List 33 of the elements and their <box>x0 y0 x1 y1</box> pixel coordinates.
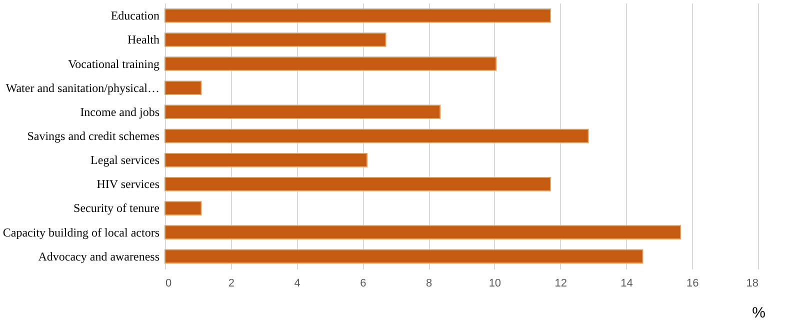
x-tick-label: 6 <box>360 278 366 290</box>
bar <box>164 177 551 192</box>
bar <box>164 225 682 240</box>
y-tick-label: Health <box>128 32 160 47</box>
x-tick-label: 0 <box>166 278 172 290</box>
bar <box>164 104 441 120</box>
y-tick-label: Legal services <box>90 153 160 168</box>
y-tick-label: Water and sanitation/physical… <box>6 80 160 95</box>
x-axis-title: % <box>752 304 766 321</box>
x-tick-label: 12 <box>554 278 567 290</box>
bar <box>164 32 386 47</box>
x-tick-label: 14 <box>620 278 633 290</box>
x-tick-label: 8 <box>426 278 432 290</box>
bar <box>164 8 551 23</box>
y-tick-label: Capacity building of local actors <box>2 225 160 240</box>
y-tick-label: Savings and credit schemes <box>27 129 160 143</box>
y-tick-label: Security of tenure <box>74 201 160 216</box>
bar <box>164 128 589 144</box>
y-tick-label: Income and jobs <box>80 104 160 119</box>
bar <box>164 201 202 216</box>
x-tick-label: 16 <box>686 278 699 290</box>
y-tick-label: Advocacy and awareness <box>38 249 160 264</box>
bar <box>164 80 202 95</box>
bar <box>164 56 497 71</box>
y-tick-label: Education <box>110 8 160 23</box>
bar <box>164 152 368 168</box>
y-tick-label: Vocational training <box>68 56 160 71</box>
bar <box>164 249 644 264</box>
y-tick-label: HIV services <box>96 177 160 192</box>
x-tick-label: 2 <box>228 278 234 290</box>
x-tick-label: 4 <box>294 278 300 290</box>
x-tick-label: 10 <box>488 278 502 290</box>
x-tick-label: 18 <box>746 278 758 290</box>
